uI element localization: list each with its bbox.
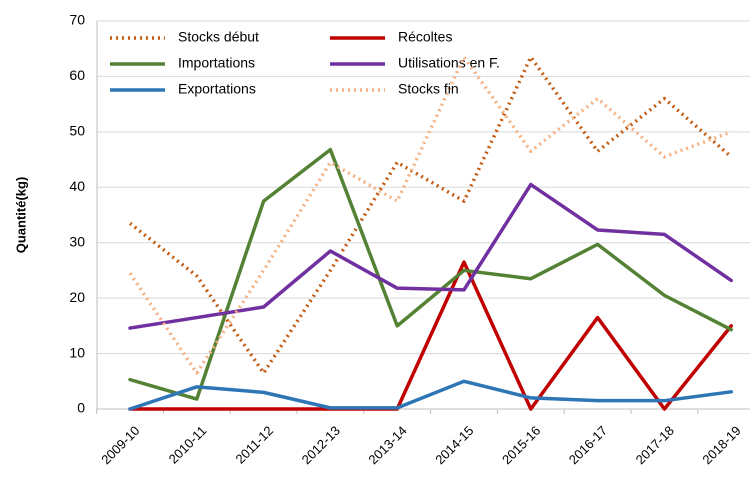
y-tick-label: 30 bbox=[69, 233, 85, 249]
y-tick-label: 0 bbox=[77, 400, 85, 416]
series-line bbox=[128, 379, 733, 411]
y-tick-label: 70 bbox=[69, 12, 85, 28]
x-tick-label: 2010-11 bbox=[166, 423, 210, 467]
x-tick-label: 2009-10 bbox=[98, 423, 142, 467]
x-tick-label: 2014-15 bbox=[432, 423, 476, 467]
y-tick-label: 10 bbox=[69, 344, 85, 360]
legend-label: Récoltes bbox=[398, 29, 452, 45]
series-line bbox=[128, 55, 732, 375]
x-tick-label: 2015-16 bbox=[499, 423, 543, 467]
y-tick-label: 20 bbox=[69, 289, 85, 305]
x-tick-label: 2016-17 bbox=[566, 423, 610, 467]
x-tick-label: 2011-12 bbox=[232, 423, 276, 467]
y-axis-label: Quantité(kg) bbox=[13, 177, 28, 254]
series-line bbox=[128, 260, 733, 411]
legend-label: Exportations bbox=[178, 81, 256, 97]
x-tick-label: 2012-13 bbox=[299, 423, 343, 467]
series-line bbox=[128, 147, 733, 401]
x-tick-label: 2017-18 bbox=[633, 423, 677, 467]
legend-label: Importations bbox=[178, 55, 255, 71]
legend-label: Utilisations en F. bbox=[398, 55, 500, 71]
legend-label: Stocks début bbox=[178, 29, 259, 45]
x-tick-label: 2018-19 bbox=[699, 423, 743, 467]
series-line bbox=[128, 55, 733, 375]
x-tick-label: 2013-14 bbox=[365, 423, 409, 467]
series-line bbox=[128, 182, 733, 330]
y-tick-label: 40 bbox=[69, 178, 85, 194]
y-tick-label: 50 bbox=[69, 123, 85, 139]
y-tick-label: 60 bbox=[69, 67, 85, 83]
legend-label: Stocks fin bbox=[398, 81, 459, 97]
